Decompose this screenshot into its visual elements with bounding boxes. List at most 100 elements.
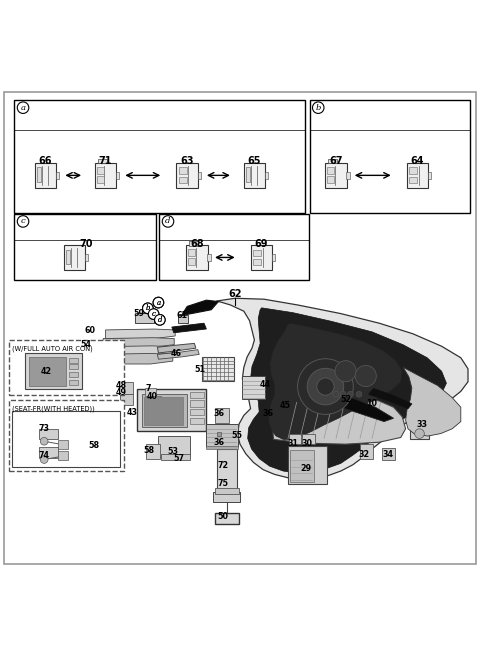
Text: 69: 69 xyxy=(255,239,268,249)
Circle shape xyxy=(143,303,153,314)
Text: 33: 33 xyxy=(417,420,428,430)
Bar xyxy=(327,167,334,174)
Bar xyxy=(179,176,187,183)
Bar xyxy=(116,172,120,178)
Bar xyxy=(328,159,337,163)
Circle shape xyxy=(153,297,164,308)
FancyBboxPatch shape xyxy=(186,245,208,270)
Text: 60: 60 xyxy=(85,326,96,335)
Text: 34: 34 xyxy=(383,450,393,459)
Text: 71: 71 xyxy=(99,156,112,166)
Circle shape xyxy=(155,315,165,325)
Bar xyxy=(302,434,315,444)
Polygon shape xyxy=(98,354,173,364)
Bar xyxy=(9,340,124,395)
Bar xyxy=(97,167,104,174)
Bar xyxy=(409,167,418,174)
Text: 64: 64 xyxy=(411,156,424,166)
Polygon shape xyxy=(248,308,446,473)
FancyBboxPatch shape xyxy=(176,163,198,188)
Text: 50: 50 xyxy=(218,512,228,521)
Bar xyxy=(327,176,334,183)
Bar xyxy=(215,513,239,524)
Polygon shape xyxy=(273,396,406,444)
Circle shape xyxy=(333,392,339,397)
Text: 51: 51 xyxy=(194,365,205,375)
Polygon shape xyxy=(157,343,196,353)
Bar xyxy=(428,172,432,178)
Bar xyxy=(14,100,305,213)
Bar xyxy=(265,172,268,178)
Bar xyxy=(217,432,221,436)
Bar xyxy=(158,436,190,457)
FancyBboxPatch shape xyxy=(251,245,273,270)
Text: 49: 49 xyxy=(116,388,126,398)
Circle shape xyxy=(40,438,48,445)
Text: 58: 58 xyxy=(143,446,155,455)
Bar xyxy=(409,176,418,183)
Polygon shape xyxy=(106,329,175,338)
Bar xyxy=(58,451,68,460)
Text: 65: 65 xyxy=(248,156,261,166)
Text: 63: 63 xyxy=(180,156,194,166)
Bar xyxy=(29,357,66,386)
Polygon shape xyxy=(369,388,412,409)
Bar xyxy=(25,353,82,389)
Circle shape xyxy=(307,368,344,405)
Text: 67: 67 xyxy=(329,156,343,166)
Bar xyxy=(272,255,276,260)
Polygon shape xyxy=(157,350,199,359)
Bar xyxy=(9,400,124,470)
FancyBboxPatch shape xyxy=(35,163,57,188)
FancyBboxPatch shape xyxy=(95,163,117,188)
Bar xyxy=(190,409,204,415)
FancyBboxPatch shape xyxy=(63,245,85,270)
Bar xyxy=(159,214,309,280)
Bar xyxy=(382,448,395,460)
Polygon shape xyxy=(101,346,174,356)
Polygon shape xyxy=(269,323,402,440)
Text: 36: 36 xyxy=(214,409,225,418)
Bar xyxy=(161,454,190,460)
Bar xyxy=(142,394,187,427)
FancyBboxPatch shape xyxy=(325,163,347,188)
Bar xyxy=(178,315,188,323)
Bar xyxy=(206,446,238,449)
Bar xyxy=(253,249,262,256)
Text: 29: 29 xyxy=(300,464,312,473)
Text: 68: 68 xyxy=(190,239,204,249)
Circle shape xyxy=(355,365,376,386)
Text: 40: 40 xyxy=(147,392,158,401)
Bar xyxy=(217,449,237,490)
Bar xyxy=(120,394,133,405)
Bar xyxy=(289,434,301,444)
Text: (W/FULL AUTO AIR CON): (W/FULL AUTO AIR CON) xyxy=(12,346,93,352)
Bar xyxy=(202,357,234,380)
Bar xyxy=(190,400,204,407)
Bar xyxy=(253,258,262,266)
Bar xyxy=(246,167,250,182)
Circle shape xyxy=(148,309,159,319)
Text: d: d xyxy=(157,316,162,324)
Bar xyxy=(347,172,350,178)
Polygon shape xyxy=(403,367,461,436)
Bar xyxy=(198,172,201,178)
Bar xyxy=(135,313,154,323)
Text: 43: 43 xyxy=(127,409,137,417)
FancyBboxPatch shape xyxy=(243,163,265,188)
Text: 57: 57 xyxy=(174,454,184,463)
Text: 73: 73 xyxy=(39,424,49,434)
Text: 70: 70 xyxy=(80,239,93,249)
Polygon shape xyxy=(181,300,218,316)
Bar xyxy=(145,388,156,396)
Text: 48: 48 xyxy=(115,381,127,390)
Text: 30: 30 xyxy=(302,439,312,447)
Bar xyxy=(190,418,204,424)
Bar xyxy=(39,447,58,458)
Text: 46: 46 xyxy=(171,349,182,358)
Bar xyxy=(144,397,183,425)
Circle shape xyxy=(356,392,362,397)
Bar xyxy=(85,255,88,260)
Text: 42: 42 xyxy=(40,367,52,376)
Circle shape xyxy=(17,216,29,227)
